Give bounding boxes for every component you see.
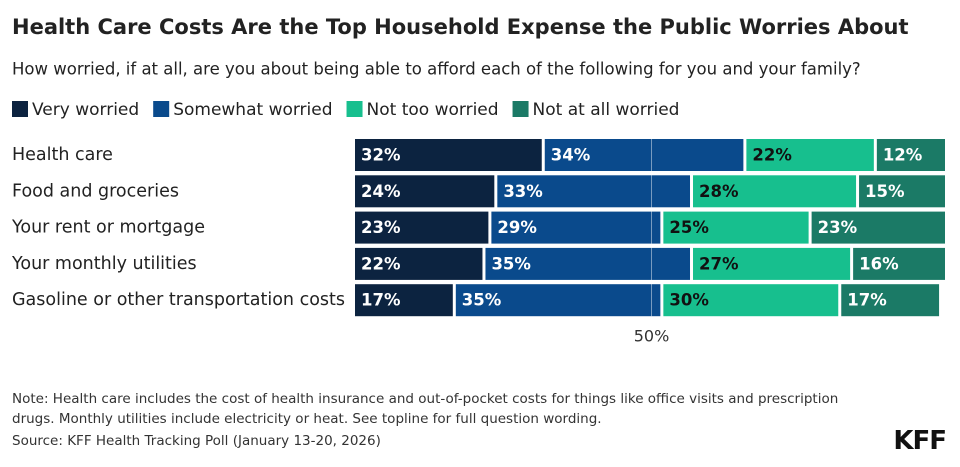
- bar-segment: [544, 139, 744, 171]
- bar-value-label: 17%: [361, 291, 401, 310]
- legend-label: Not at all worried: [533, 100, 680, 120]
- bar-segment: [485, 247, 691, 280]
- bar-value-label: 22%: [361, 254, 401, 273]
- bar-value-label: 34%: [551, 146, 591, 165]
- bar-value-label: 32%: [361, 146, 401, 165]
- y-tick-label: Health care: [12, 145, 113, 165]
- bar-segment: [355, 247, 483, 280]
- logo: KFF: [893, 426, 947, 456]
- chart-title: Health Care Costs Are the Top Household …: [12, 15, 909, 39]
- bar-segment: [355, 211, 489, 244]
- bar-segment: [355, 139, 542, 171]
- bar-value-label: 22%: [752, 146, 792, 165]
- bar-value-label: 12%: [883, 146, 923, 165]
- bar-segment: [693, 175, 857, 208]
- bar-segment: [355, 284, 453, 317]
- bar-segment: [355, 175, 495, 208]
- bar-value-label: 24%: [361, 182, 401, 201]
- y-tick-label: Food and groceries: [12, 181, 179, 201]
- bar-value-label: 25%: [669, 218, 709, 237]
- x-tick-label: 50%: [634, 327, 670, 346]
- y-tick-label: Your rent or mortgage: [11, 218, 205, 238]
- bar-value-label: 30%: [669, 291, 709, 310]
- bar-value-label: 23%: [818, 218, 858, 237]
- legend-swatch: [153, 101, 170, 117]
- bar-segment: [853, 247, 945, 280]
- legend-label: Very worried: [32, 100, 139, 120]
- bar-segment: [497, 175, 691, 208]
- bar-value-label: 28%: [699, 182, 739, 201]
- legend-swatch: [512, 101, 529, 117]
- bar-value-label: 16%: [859, 254, 899, 273]
- bar-segment: [663, 284, 839, 317]
- legend-swatch: [346, 101, 363, 117]
- bar-value-label: 35%: [491, 254, 531, 273]
- legend-swatch: [12, 101, 28, 117]
- bar-value-label: 33%: [503, 182, 543, 201]
- bar-segment: [693, 247, 851, 280]
- bar-segment: [876, 139, 945, 171]
- bar-value-label: 17%: [847, 291, 887, 310]
- y-tick-label: Your monthly utilities: [11, 254, 197, 274]
- bar-segment: [841, 284, 940, 317]
- bar-segment: [746, 139, 874, 171]
- legend-label: Not too worried: [367, 100, 499, 120]
- bar-segment: [859, 175, 945, 208]
- source: Source: KFF Health Tracking Poll (Januar…: [12, 433, 381, 449]
- bar-value-label: 27%: [699, 254, 739, 273]
- bar-segment: [455, 284, 661, 317]
- bar-value-label: 35%: [462, 291, 502, 310]
- bar-value-label: 23%: [361, 218, 401, 237]
- bar-value-label: 15%: [865, 182, 905, 201]
- bar-segment: [663, 211, 809, 244]
- bar-segment: [491, 211, 661, 244]
- chart-subtitle: How worried, if at all, are you about be…: [12, 60, 861, 79]
- bar-value-label: 29%: [497, 218, 537, 237]
- y-tick-label: Gasoline or other transportation costs: [12, 290, 345, 310]
- note: Note: Health care includes the cost of h…: [12, 391, 839, 427]
- legend-label: Somewhat worried: [173, 100, 332, 120]
- bar-segment: [811, 211, 945, 244]
